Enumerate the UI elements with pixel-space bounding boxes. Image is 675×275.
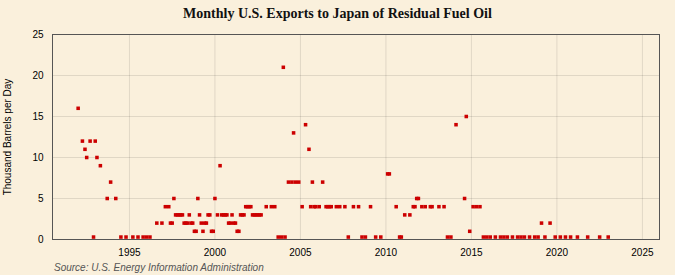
svg-text:25: 25 bbox=[32, 29, 44, 40]
svg-text:20: 20 bbox=[32, 70, 44, 81]
svg-text:2020: 2020 bbox=[546, 247, 569, 258]
svg-text:2015: 2015 bbox=[460, 247, 483, 258]
svg-text:Thousand Barrels per Day: Thousand Barrels per Day bbox=[2, 79, 13, 196]
svg-text:2025: 2025 bbox=[631, 247, 654, 258]
svg-text:5: 5 bbox=[38, 193, 44, 204]
svg-text:2000: 2000 bbox=[204, 247, 227, 258]
svg-text:10: 10 bbox=[32, 152, 44, 163]
svg-text:2005: 2005 bbox=[289, 247, 312, 258]
svg-text:15: 15 bbox=[32, 111, 44, 122]
svg-text:0: 0 bbox=[38, 234, 44, 245]
svg-text:2010: 2010 bbox=[375, 247, 398, 258]
svg-text:1995: 1995 bbox=[118, 247, 141, 258]
html-text:Source: U.S. Energy Informatio: Source: U.S. Energy Information Administ… bbox=[54, 262, 264, 273]
html-text:Monthly U.S. Exports to Japan: Monthly U.S. Exports to Japan of Residua… bbox=[183, 6, 492, 21]
